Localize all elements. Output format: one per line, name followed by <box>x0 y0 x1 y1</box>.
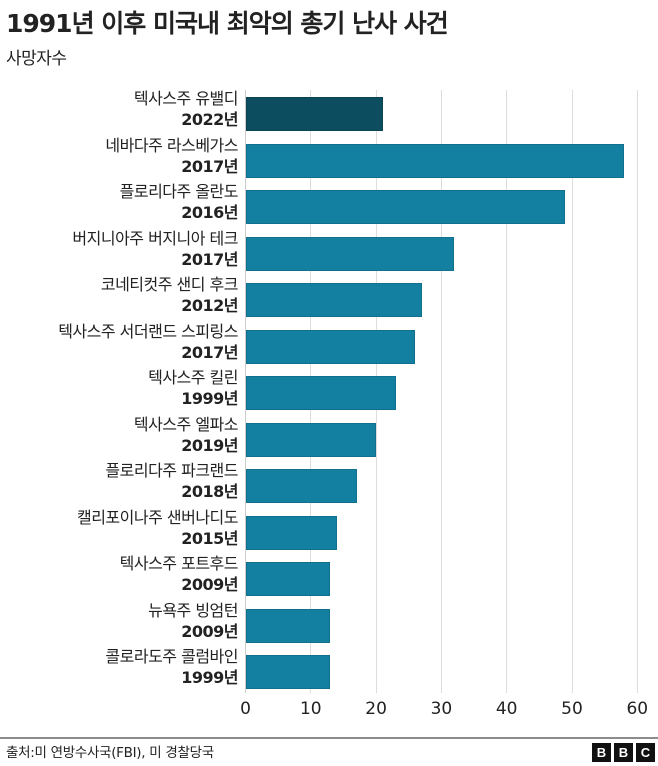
x-tick-label: 0 <box>240 699 251 719</box>
bar-row: 캘리포이나주 샌버나디도 2015년 <box>0 508 658 550</box>
incident-year: 2017년 <box>181 156 238 176</box>
bar <box>245 562 331 596</box>
incident-year: 2012년 <box>181 296 238 315</box>
incident-year: 2018년 <box>181 482 238 501</box>
bar-row: 텍사스주 킬린 1999년 <box>0 368 658 410</box>
incident-year: 1999년 <box>181 389 238 408</box>
incident-location: 네바다주 라스베가스 <box>105 135 238 155</box>
bar-label: 플로리다주 파크랜드 2018년 <box>105 460 238 502</box>
bar-label: 플로리다주 올란도 2016년 <box>119 181 239 223</box>
incident-location: 버지니아주 버지니아 테크 <box>72 228 238 248</box>
bar <box>245 608 331 643</box>
bar <box>245 655 331 689</box>
footer-divider <box>0 737 658 739</box>
bar-row: 텍사스주 포트후드 2009년 <box>0 554 658 596</box>
bar-label: 코네티컷주 샌디 후크 2012년 <box>100 274 239 316</box>
bar-label: 버지니아주 버지니아 테크 2017년 <box>72 228 238 270</box>
gridline <box>440 90 442 693</box>
incident-location: 코네티컷주 샌디 후크 <box>100 275 239 294</box>
x-tick-label: 50 <box>561 699 583 719</box>
bar-chart-plot: 0 10 20 30 40 50 60 텍사스주 유밸디 2022년 네바다주 라스베가스 2017… <box>0 89 658 719</box>
x-tick-label: 20 <box>365 699 387 719</box>
x-tick-label: 60 <box>626 699 649 719</box>
bar <box>245 143 625 178</box>
bar-row: 텍사스주 엘파소 2019년 <box>0 415 658 457</box>
bbc-logo: B B C <box>592 743 655 762</box>
bar-label: 캘리포이나주 샌버나디도 2015년 <box>76 507 239 549</box>
chart-title: 1991년 이후 미국내 최악의 총기 난사 사건 <box>6 9 449 38</box>
bar-row: 네바다주 라스베가스 2017년 <box>0 136 658 178</box>
bar-row: 플로리다주 파크랜드 2018년 <box>0 461 658 503</box>
gridline <box>636 90 638 693</box>
bar <box>245 469 357 503</box>
incident-location: 텍사스주 엘파소 <box>133 414 239 434</box>
gridline <box>571 90 573 693</box>
bar-label: 텍사스주 엘파소 2019년 <box>133 414 239 456</box>
incident-location: 텍사스주 서더랜드 스피링스 <box>58 321 238 341</box>
bar-label: 텍사스주 유밸디 2022년 <box>133 88 239 130</box>
incident-location: 플로리다주 올란도 <box>119 182 239 201</box>
incident-year: 2009년 <box>181 621 238 641</box>
bar-row: 뉴욕주 빙엄턴 2009년 <box>0 601 658 643</box>
incident-year: 2017년 <box>181 342 238 362</box>
incident-location: 텍사스주 포트후드 <box>119 554 239 573</box>
incident-year: 2022년 <box>181 110 238 129</box>
bar <box>245 190 566 224</box>
incident-location: 캘리포이나주 샌버나디도 <box>76 507 239 527</box>
incident-location: 텍사스주 킬린 <box>148 368 238 387</box>
bar-row: 코네티컷주 샌디 후크 2012년 <box>0 275 658 317</box>
source-note: 출처:미 연방수사국(FBI), 미 경찰당국 <box>6 745 214 761</box>
bar-highlighted <box>245 97 383 131</box>
incident-year: 2019년 <box>181 435 238 455</box>
bar-label: 텍사스주 서더랜드 스피링스 2017년 <box>58 321 238 363</box>
incident-year: 2017년 <box>181 249 238 269</box>
incident-year: 2009년 <box>181 575 238 594</box>
bar <box>245 329 416 364</box>
bar <box>245 515 337 550</box>
bar <box>245 422 377 457</box>
incident-location: 콜로라도주 콜럼바인 <box>105 647 238 666</box>
incident-year: 2015년 <box>181 528 238 548</box>
incident-location: 뉴욕주 빙엄턴 <box>148 600 238 620</box>
bar-row: 버지니아주 버지니아 테크 2017년 <box>0 229 658 271</box>
x-tick-label: 10 <box>299 699 322 719</box>
bar <box>245 283 422 317</box>
bar-row: 콜로라도주 콜럼바인 1999년 <box>0 647 658 689</box>
bar-label: 네바다주 라스베가스 2017년 <box>105 135 238 177</box>
bar-row: 텍사스주 유밸디 2022년 <box>0 89 658 131</box>
bbc-logo-letter: C <box>636 743 655 762</box>
x-tick-label: 30 <box>430 699 453 719</box>
bar <box>245 236 455 271</box>
bar-label: 텍사스주 포트후드 2009년 <box>119 553 239 595</box>
incident-location: 텍사스주 유밸디 <box>133 89 239 108</box>
bar-label: 콜로라도주 콜럼바인 1999년 <box>105 646 238 688</box>
bar-label: 뉴욕주 빙엄턴 2009년 <box>148 600 238 642</box>
bar-row: 텍사스주 서더랜드 스피링스 2017년 <box>0 322 658 364</box>
bbc-logo-letter: B <box>592 743 611 762</box>
x-tick-label: 40 <box>495 699 518 719</box>
chart-subtitle: 사망자수 <box>6 49 67 69</box>
incident-location: 플로리다주 파크랜드 <box>105 461 238 480</box>
bar-label: 텍사스주 킬린 1999년 <box>148 367 238 409</box>
bar <box>245 376 396 410</box>
bar-row: 플로리다주 올란도 2016년 <box>0 182 658 224</box>
incident-year: 2016년 <box>181 203 238 222</box>
bbc-logo-letter: B <box>614 743 633 762</box>
gridline <box>506 90 508 693</box>
incident-year: 1999년 <box>181 668 238 687</box>
